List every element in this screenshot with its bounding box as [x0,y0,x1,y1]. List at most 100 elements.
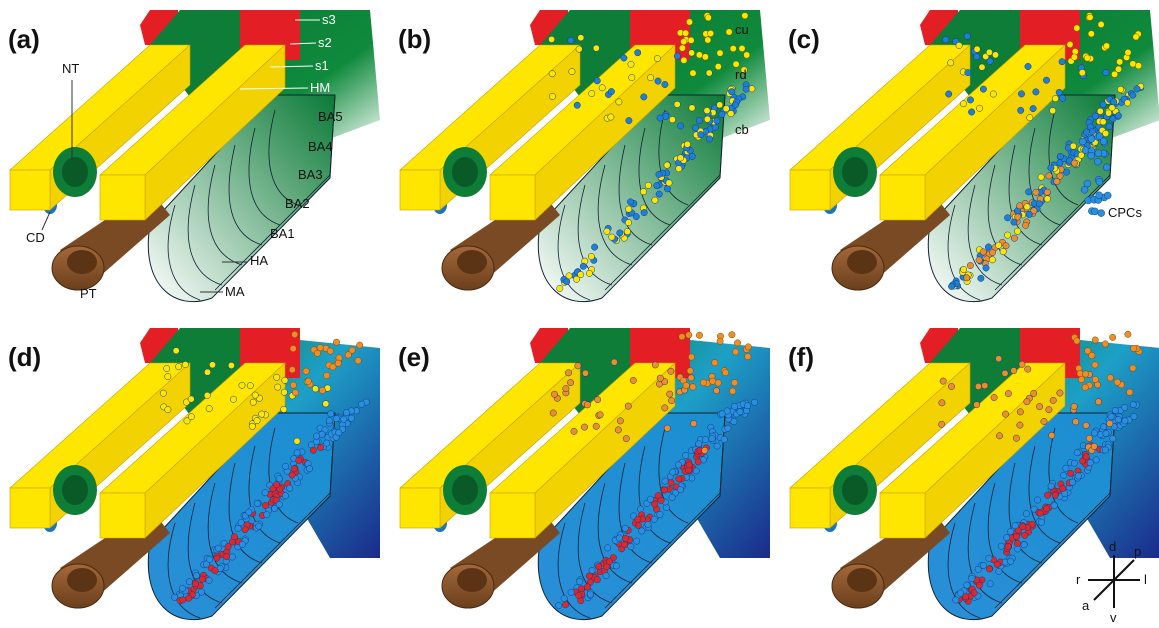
cell [1103,430,1109,436]
cell [991,394,997,400]
cell [717,338,723,344]
cell [1024,398,1030,404]
cell [357,342,363,348]
cell [714,443,720,449]
cell [695,459,701,465]
cell [1000,248,1006,254]
annotation: CD [26,230,45,245]
cell [1131,413,1137,419]
cell [731,403,737,409]
cell [1023,511,1029,517]
cell [683,452,689,458]
cell [1096,178,1103,185]
cell [160,390,166,396]
cell [1073,419,1079,425]
cell [571,428,577,434]
cell [589,567,595,573]
cell [1088,135,1095,142]
cell [1046,407,1052,413]
cell [1092,337,1098,343]
cell [1088,152,1095,159]
cell [647,74,653,80]
cell [625,403,631,409]
cell [623,435,629,441]
cell [676,476,682,482]
cell [986,566,992,572]
cell [246,509,252,515]
cell [712,360,718,366]
compass-label: l [1144,572,1147,587]
cell [235,525,241,531]
cell [1107,420,1113,426]
cell [1004,232,1010,238]
panel-label: (b) [398,24,431,54]
cell [225,544,231,550]
cell [1093,457,1099,463]
cell [1052,95,1058,101]
cell [989,249,995,255]
illustration [10,10,380,302]
cell [628,61,634,67]
cell [290,382,296,388]
orientation-compass: d p r l a v [1076,539,1147,625]
cell [985,244,991,250]
cell [192,581,198,587]
cell [709,435,715,441]
cell [662,478,668,484]
cell [1036,201,1042,207]
cell [238,519,244,525]
cell [1091,443,1097,449]
cell [1046,173,1052,179]
cell [1022,532,1028,538]
cell [625,219,631,225]
cell [1117,86,1123,92]
cell [651,516,657,522]
cell [689,105,695,111]
cell [1011,235,1017,241]
cell [1087,14,1093,20]
cell [578,35,584,41]
cell [274,374,280,380]
cell [294,450,300,456]
annotation: BA4 [308,139,333,154]
panel-c: (c) CPCs [788,10,1159,302]
cell [980,562,986,568]
cell [282,493,288,499]
annotation: cb [735,122,749,137]
cell [1088,31,1094,37]
annotation: HM [310,80,330,95]
cell [593,423,599,429]
cell [564,278,570,284]
cell [1004,534,1010,540]
cell [964,275,970,281]
cell [1025,366,1031,372]
cell [1100,424,1106,430]
cell [578,271,584,277]
cell [1103,164,1110,171]
cell [1083,454,1089,460]
cell [1082,371,1088,377]
cell [688,354,694,360]
cell [1081,186,1088,193]
cell [165,406,171,412]
cell [165,373,171,379]
cell [940,378,946,384]
cell [948,383,954,389]
cell [1005,390,1011,396]
cell [960,266,966,272]
cell [1079,70,1085,76]
cell [987,581,993,587]
cell [1112,407,1118,413]
panel-a: (a) NT s3 s2 s1 HM BA5 BA4 BA3 BA2 BA1 H… [8,10,380,302]
cell [705,15,711,21]
cell [1114,379,1120,385]
cell [1033,189,1039,195]
cell [1071,460,1077,466]
cell [713,388,719,394]
cell [714,118,720,124]
cell [328,411,334,417]
cell [1052,492,1058,498]
cell [212,568,218,574]
cell [725,425,731,431]
cell [729,89,735,95]
